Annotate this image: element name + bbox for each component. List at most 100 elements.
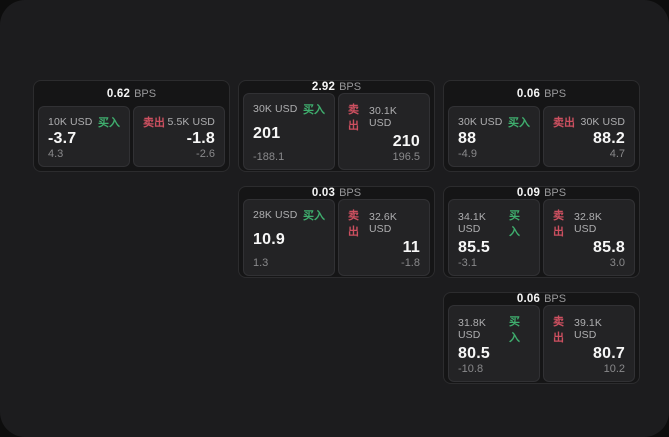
sell-amount: 39.1K USD <box>574 317 602 341</box>
cards-grid: 0.62 BPS 10K USD 买入 -3.7 4.3 卖出 5.5K USD… <box>33 80 640 384</box>
bps-value: 2.92 <box>311 81 336 93</box>
sell-sub-value: 10.2 <box>603 363 625 375</box>
sell-sub-value: 3.0 <box>609 257 625 269</box>
buy-amount: 30K USD <box>253 103 298 115</box>
buy-tile-top-row: 31.8K USD 买入 <box>458 313 530 345</box>
sell-tile-top-row: 卖出 5.5K USD <box>143 114 215 130</box>
sell-price: -1.8 <box>186 130 215 147</box>
quote-card: 0.62 BPS 10K USD 买入 -3.7 4.3 卖出 5.5K USD… <box>33 80 230 172</box>
buy-label: 买入 <box>508 117 530 129</box>
sell-tile-top-row: 卖出 30K USD <box>553 114 625 130</box>
buy-tile-top-row: 28K USD 买入 <box>253 207 325 223</box>
bps-header: 0.06 BPS <box>448 293 635 305</box>
sell-price: 210 <box>392 133 420 150</box>
sell-tile[interactable]: 卖出 30K USD 88.2 4.7 <box>543 106 635 167</box>
buy-amount: 34.1K USD <box>458 211 486 235</box>
sell-tile[interactable]: 卖出 39.1K USD 80.7 10.2 <box>543 305 635 382</box>
quote-card-body: 34.1K USD 买入 85.5 -3.1 卖出 32.8K USD 85.8… <box>448 199 635 276</box>
sell-label: 卖出 <box>553 210 564 238</box>
buy-tile[interactable]: 30K USD 买入 88 -4.9 <box>448 106 540 167</box>
bps-header: 0.62 BPS <box>38 81 225 106</box>
buy-price: 10.9 <box>253 231 285 248</box>
bps-value: 0.03 <box>311 187 336 199</box>
bps-value: 0.09 <box>516 187 541 199</box>
quote-card-body: 10K USD 买入 -3.7 4.3 卖出 5.5K USD -1.8 -2.… <box>38 106 225 167</box>
buy-price: 85.5 <box>458 239 490 256</box>
buy-label: 买入 <box>303 210 325 222</box>
buy-label: 买入 <box>303 104 325 116</box>
sell-label: 卖出 <box>143 117 165 129</box>
sell-sub-value: -2.6 <box>196 148 215 160</box>
quote-card: 0.06 BPS 31.8K USD 买入 80.5 -10.8 卖出 39.1… <box>443 292 640 384</box>
quote-card-body: 31.8K USD 买入 80.5 -10.8 卖出 39.1K USD 80.… <box>448 305 635 382</box>
quote-card-body: 30K USD 买入 88 -4.9 卖出 30K USD 88.2 4.7 <box>448 106 635 167</box>
buy-tile-top-row: 34.1K USD 买入 <box>458 207 530 239</box>
buy-amount: 31.8K USD <box>458 317 486 341</box>
buy-tile[interactable]: 30K USD 买入 201 -188.1 <box>243 93 335 170</box>
bps-value: 0.06 <box>516 293 541 305</box>
bps-unit-label: BPS <box>339 187 362 199</box>
buy-label: 买入 <box>98 117 120 129</box>
buy-sub-value: -4.9 <box>458 148 477 160</box>
buy-tile-top-row: 10K USD 买入 <box>48 114 120 130</box>
bps-header: 2.92 BPS <box>243 81 430 93</box>
sell-tile[interactable]: 卖出 5.5K USD -1.8 -2.6 <box>133 106 225 167</box>
quote-card-body: 28K USD 买入 10.9 1.3 卖出 32.6K USD 11 -1.8 <box>243 199 430 276</box>
buy-tile[interactable]: 10K USD 买入 -3.7 4.3 <box>38 106 130 167</box>
buy-sub-value: 1.3 <box>253 257 269 269</box>
sell-label: 卖出 <box>348 210 359 238</box>
buy-price: 201 <box>253 125 281 142</box>
sell-sub-value: -1.8 <box>401 257 420 269</box>
buy-tile-top-row: 30K USD 买入 <box>458 114 530 130</box>
quote-card-body: 30K USD 买入 201 -188.1 卖出 30.1K USD 210 1… <box>243 93 430 170</box>
sell-amount: 30K USD <box>580 116 625 128</box>
buy-sub-value: 4.3 <box>48 148 64 160</box>
sell-label: 卖出 <box>553 117 575 129</box>
sell-sub-value: 196.5 <box>392 151 420 163</box>
buy-tile[interactable]: 34.1K USD 买入 85.5 -3.1 <box>448 199 540 276</box>
bps-unit-label: BPS <box>544 293 567 305</box>
sell-price: 88.2 <box>593 130 625 147</box>
bps-value: 0.06 <box>516 87 541 100</box>
sell-tile-top-row: 卖出 39.1K USD <box>553 313 625 345</box>
buy-sub-value: -10.8 <box>458 363 484 375</box>
bps-unit-label: BPS <box>544 187 567 199</box>
buy-sub-value: -188.1 <box>253 151 285 163</box>
quote-card: 2.92 BPS 30K USD 买入 201 -188.1 卖出 30.1K … <box>238 80 435 172</box>
bps-unit-label: BPS <box>544 87 567 100</box>
buy-tile[interactable]: 28K USD 买入 10.9 1.3 <box>243 199 335 276</box>
buy-tile-top-row: 30K USD 买入 <box>253 101 325 117</box>
sell-sub-value: 4.7 <box>609 148 625 160</box>
bps-header: 0.03 BPS <box>243 187 430 199</box>
buy-tile[interactable]: 31.8K USD 买入 80.5 -10.8 <box>448 305 540 382</box>
bps-unit-label: BPS <box>339 81 362 93</box>
buy-amount: 28K USD <box>253 209 298 221</box>
buy-label: 买入 <box>509 210 520 238</box>
sell-tile-top-row: 卖出 32.6K USD <box>348 207 420 239</box>
bps-header: 0.09 BPS <box>448 187 635 199</box>
sell-tile[interactable]: 卖出 32.6K USD 11 -1.8 <box>338 199 430 276</box>
sell-price: 80.7 <box>593 345 625 362</box>
sell-amount: 30.1K USD <box>369 105 397 129</box>
buy-amount: 10K USD <box>48 116 93 128</box>
sell-label: 卖出 <box>553 316 564 344</box>
quote-card: 0.09 BPS 34.1K USD 买入 85.5 -3.1 卖出 32.8K… <box>443 186 640 278</box>
bps-header: 0.06 BPS <box>448 81 635 106</box>
sell-amount: 32.6K USD <box>369 211 397 235</box>
buy-price: -3.7 <box>48 130 77 147</box>
sell-tile[interactable]: 卖出 30.1K USD 210 196.5 <box>338 93 430 170</box>
sell-tile[interactable]: 卖出 32.8K USD 85.8 3.0 <box>543 199 635 276</box>
sell-price: 11 <box>402 239 420 256</box>
sell-tile-top-row: 卖出 32.8K USD <box>553 207 625 239</box>
sell-price: 85.8 <box>593 239 625 256</box>
buy-label: 买入 <box>509 316 520 344</box>
buy-sub-value: -3.1 <box>458 257 477 269</box>
buy-price: 88 <box>458 130 477 147</box>
quote-card: 0.06 BPS 30K USD 买入 88 -4.9 卖出 30K USD 8… <box>443 80 640 172</box>
sell-amount: 5.5K USD <box>167 116 215 128</box>
sell-tile-top-row: 卖出 30.1K USD <box>348 101 420 133</box>
bps-value: 0.62 <box>106 87 131 100</box>
sell-label: 卖出 <box>348 104 359 132</box>
buy-price: 80.5 <box>458 345 490 362</box>
